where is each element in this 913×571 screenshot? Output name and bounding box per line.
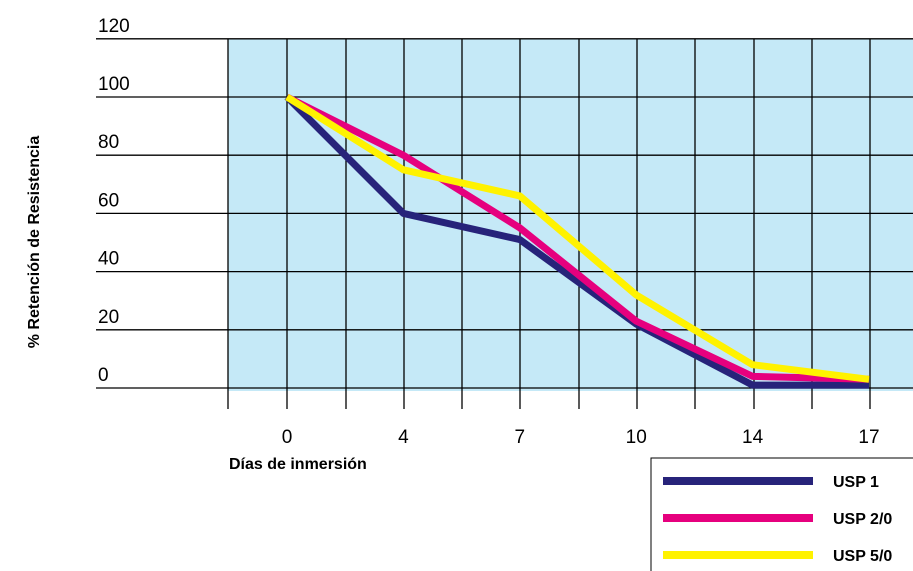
plot-area [228, 39, 913, 391]
y-axis-ticks: 0 20 40 60 80 100 120 [98, 16, 130, 386]
x-tick-label: 7 [515, 427, 526, 448]
y-tick-label: 80 [98, 132, 119, 153]
x-axis-ticks: 0 4 7 10 14 17 [282, 427, 880, 448]
x-axis-title: Días de inmersión [229, 456, 367, 473]
y-tick-label: 40 [98, 249, 119, 270]
y-tick-label: 60 [98, 190, 119, 211]
y-tick-label: 120 [98, 16, 130, 37]
y-tick-label: 20 [98, 307, 119, 328]
legend-label: USP 2/0 [833, 511, 892, 528]
y-tick-label: 100 [98, 74, 130, 95]
x-tick-label: 10 [626, 427, 647, 448]
legend: USP 1 USP 2/0 USP 5/0 [650, 457, 913, 571]
x-tick-label: 14 [742, 427, 764, 448]
series-line-usp-5-0 [285, 94, 870, 383]
series-line-usp-2-0 [285, 93, 870, 383]
series-line-usp-1 [284, 94, 869, 389]
y-tick-label: 0 [98, 365, 109, 386]
x-tick-label: 0 [282, 427, 293, 448]
grid [96, 38, 913, 409]
legend-label: USP 5/0 [833, 548, 892, 565]
legend-label: USP 1 [833, 474, 879, 491]
y-axis-title: % Retención de Resistencia [26, 136, 43, 349]
x-tick-label: 4 [398, 427, 409, 448]
x-tick-label: 17 [858, 427, 879, 448]
series-lines [284, 93, 870, 389]
